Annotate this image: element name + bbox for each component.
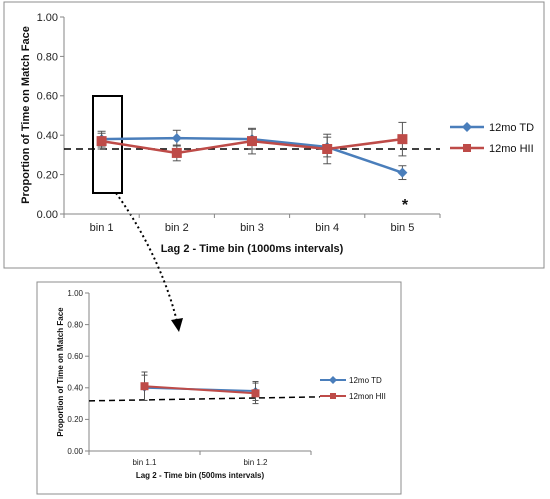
x-tick-label: bin 2 bbox=[165, 222, 189, 234]
y-tick-label: 0.80 bbox=[67, 320, 83, 329]
inset-legend-square-marker bbox=[330, 393, 336, 399]
y-tick-label: 0.60 bbox=[67, 352, 83, 361]
y-tick-label: 0.80 bbox=[37, 51, 58, 63]
y-tick-label: 0.60 bbox=[37, 91, 58, 103]
inset-legend-diamond-marker bbox=[329, 376, 337, 384]
y-tick-label: 0.20 bbox=[67, 415, 83, 424]
x-tick-label: bin 3 bbox=[240, 222, 264, 234]
main-x-axis-title: Lag 2 - Time bin (1000ms intervals) bbox=[161, 243, 344, 255]
x-tick-label: bin 1.1 bbox=[132, 458, 157, 467]
main-significance-marker: * bbox=[402, 197, 409, 214]
series-12mon-hii bbox=[140, 371, 260, 405]
series-12mo-hii bbox=[96, 121, 408, 165]
y-tick-label: 1.00 bbox=[37, 12, 58, 24]
y-tick-label: 0.40 bbox=[67, 384, 83, 393]
x-tick-label: bin 1.2 bbox=[243, 458, 268, 467]
inset-y-axis-title: Proportion of Time on Match Face bbox=[56, 307, 65, 437]
data-point-square bbox=[397, 134, 408, 145]
legend-label-hii: 12mo HII bbox=[489, 143, 534, 155]
zoom-connector-arrow bbox=[115, 192, 179, 327]
inset-x-axis-title: Lag 2 - Time bin (500ms intervals) bbox=[136, 471, 265, 480]
series-line bbox=[144, 385, 256, 395]
legend-square-marker bbox=[463, 144, 471, 152]
inset-legend: 12mo TD 12mon HII bbox=[320, 376, 386, 401]
inset-legend-label-hii: 12mon HII bbox=[349, 392, 386, 401]
main-y-axis-title: Proportion of Time on Match Face bbox=[20, 26, 32, 204]
y-tick-label: 0.00 bbox=[37, 209, 58, 221]
main-legend: 12mo TD 12mo HII bbox=[450, 122, 534, 155]
y-tick-label: 0.40 bbox=[37, 130, 58, 142]
data-point-square bbox=[251, 389, 260, 398]
main-chart-frame bbox=[3, 1, 545, 269]
y-tick-label: 0.20 bbox=[37, 169, 58, 181]
y-tick-label: 0.00 bbox=[67, 447, 83, 456]
x-tick-label: bin 4 bbox=[315, 222, 339, 234]
chance-reference-line bbox=[88, 396, 321, 402]
inset-chart: Proportion of Time on Match Face Lag 2 -… bbox=[56, 289, 386, 480]
data-point-square bbox=[171, 147, 182, 158]
legend-label-td: 12mo TD bbox=[489, 122, 534, 134]
data-point-square bbox=[140, 382, 149, 391]
legend-diamond-marker bbox=[462, 122, 472, 132]
x-tick-label: bin 5 bbox=[390, 222, 414, 234]
data-point-diamond bbox=[171, 133, 182, 144]
main-chart: Proportion of Time on Match Face Lag 2 -… bbox=[20, 12, 534, 255]
data-point-square bbox=[247, 136, 257, 147]
inset-chart-frame bbox=[36, 281, 402, 495]
x-tick-label: bin 1 bbox=[90, 222, 114, 234]
inset-legend-label-td: 12mo TD bbox=[349, 376, 382, 385]
data-point-square bbox=[96, 136, 107, 147]
data-point-diamond bbox=[397, 167, 408, 178]
y-tick-label: 1.00 bbox=[67, 289, 83, 298]
zoom-connector-arrowhead bbox=[171, 318, 183, 332]
data-point-square bbox=[322, 143, 333, 154]
